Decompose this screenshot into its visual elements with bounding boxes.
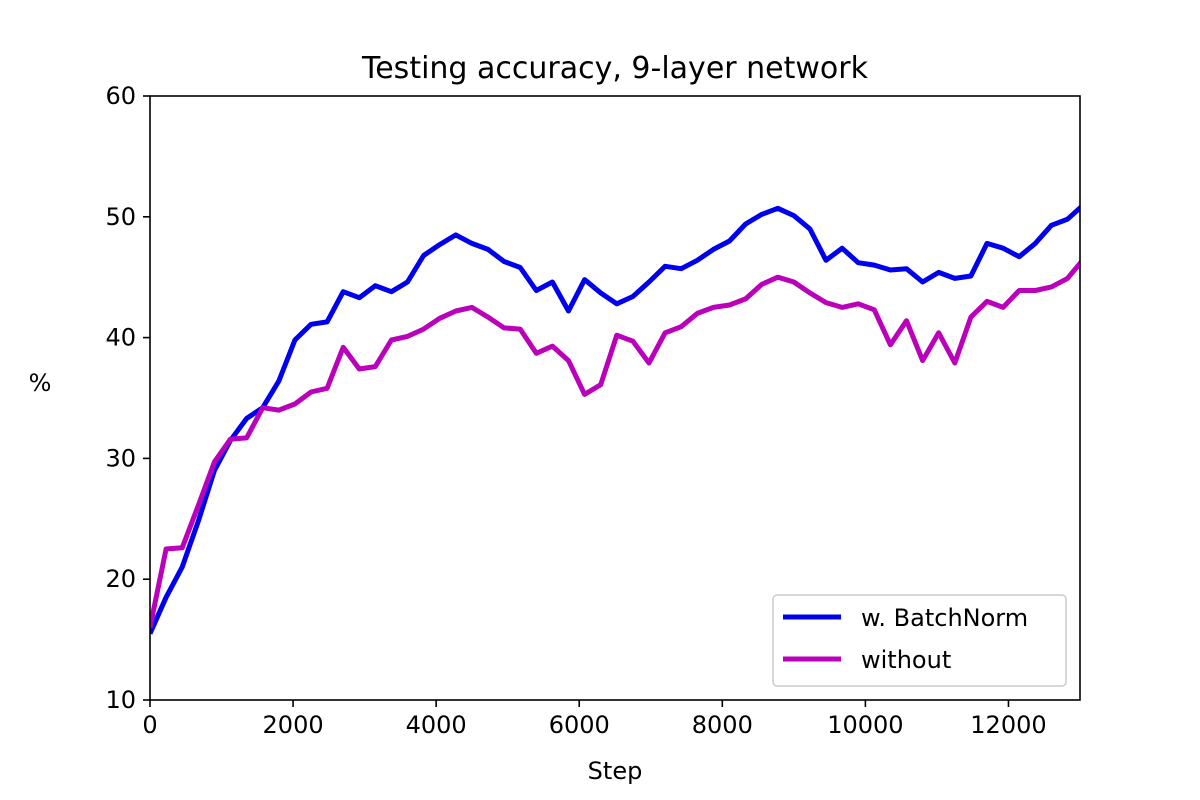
y-tick-label: 30: [105, 444, 136, 472]
x-tick-label: 2000: [263, 711, 324, 739]
plot-frame: [149, 95, 1081, 701]
y-tick-label: 60: [105, 82, 136, 110]
y-tick-label: 20: [105, 565, 136, 593]
x-tick-label: 8000: [692, 711, 753, 739]
legend-label-without: without: [861, 646, 951, 674]
legend-box: [772, 594, 1067, 687]
x-tick-label: 6000: [549, 711, 610, 739]
y-axis-label: %: [29, 369, 52, 397]
x-tick-label: 12000: [970, 711, 1046, 739]
x-axis: 0 2000 4000 6000 8000 10000 12000: [142, 700, 1047, 739]
y-axis: 10 20 30 40 50 60: [105, 82, 150, 714]
x-tick-label: 4000: [406, 711, 467, 739]
x-axis-label: Step: [588, 757, 643, 785]
x-tick-label: 10000: [827, 711, 903, 739]
series-line-without: [150, 259, 1080, 629]
legend-label-batchnorm: w. BatchNorm: [861, 604, 1028, 632]
y-tick-label: 10: [105, 686, 136, 714]
chart-title: Testing accuracy, 9-layer network: [361, 51, 869, 86]
series-layer: [150, 204, 1080, 635]
y-tick-label: 50: [105, 203, 136, 231]
y-tick-label: 40: [105, 324, 136, 352]
x-tick-label: 0: [142, 711, 157, 739]
legend: w. BatchNorm without: [772, 594, 1067, 687]
series-line-w-batchnorm: [150, 204, 1080, 635]
